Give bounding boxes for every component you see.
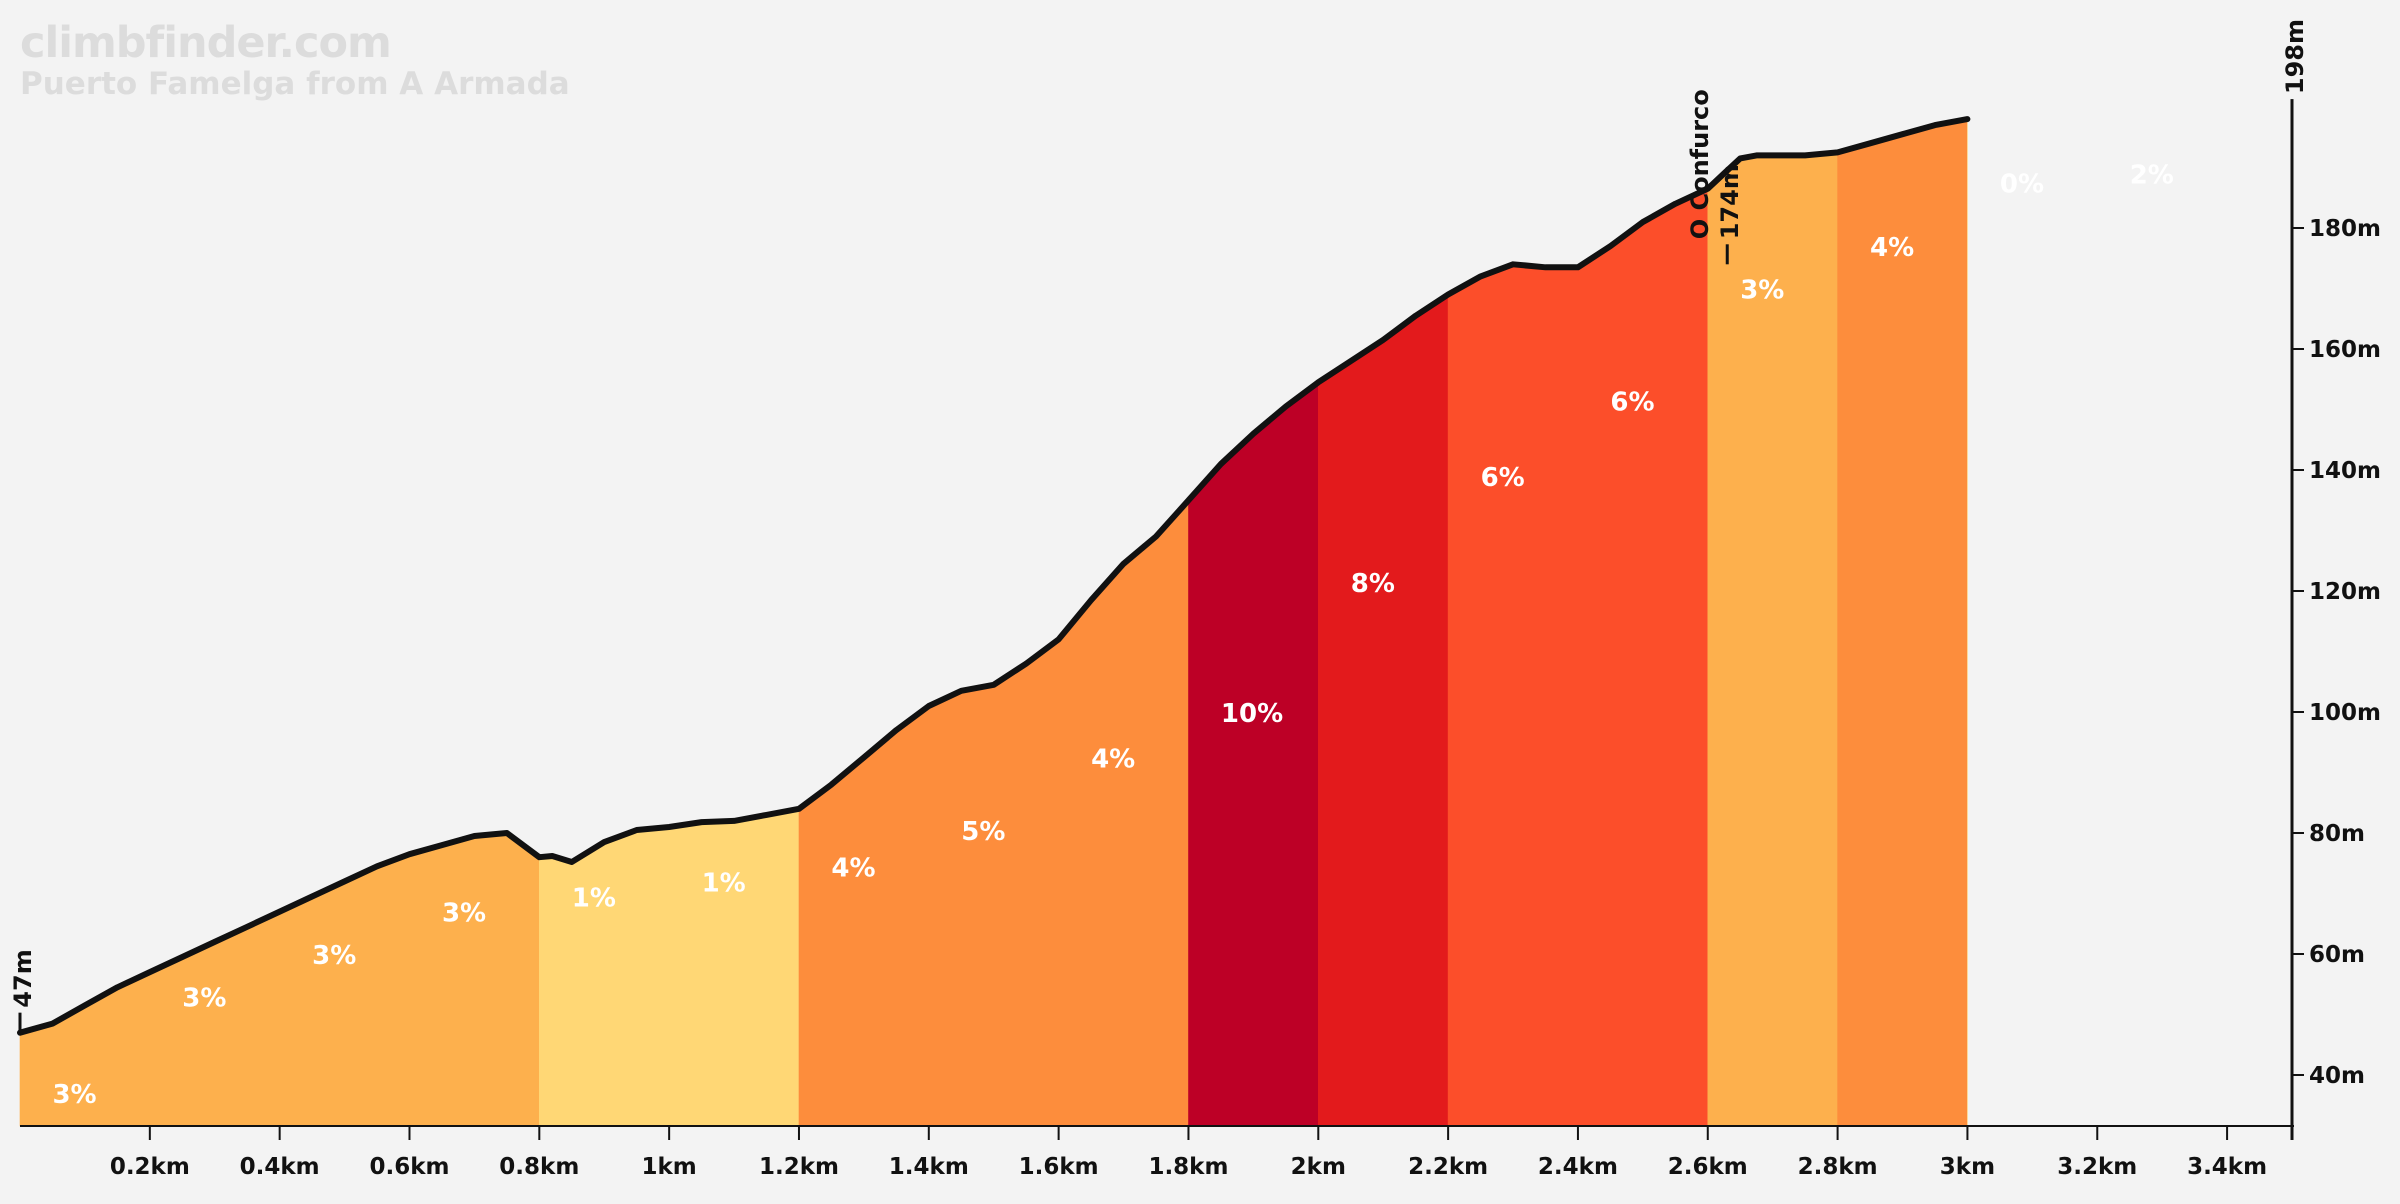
grade-label: 0% <box>2000 170 2044 200</box>
x-tick-label: 2km <box>1291 1154 1346 1180</box>
x-tick-label: 3km <box>1940 1154 1995 1180</box>
grade-label: 3% <box>442 899 486 929</box>
segment-5-fill <box>1447 188 1709 1127</box>
annotation-label: 198m <box>2281 19 2309 94</box>
x-tick-label: 2.8km <box>1798 1154 1878 1180</box>
x-tick-label: 1.4km <box>889 1154 969 1180</box>
segment-2-fill <box>798 499 1189 1127</box>
x-tick-label: 1.2km <box>759 1154 839 1180</box>
grade-label: 3% <box>312 941 356 971</box>
segment-3-fill <box>1188 381 1319 1127</box>
x-tick-label: 0.4km <box>240 1154 320 1180</box>
x-tick-label: 1.6km <box>1019 1154 1099 1180</box>
grade-label: 1% <box>702 868 746 898</box>
grade-label: 10% <box>1221 699 1283 729</box>
grade-label: 5% <box>961 817 1005 847</box>
profile-line <box>17 116 1971 1036</box>
grade-label: 2% <box>2130 161 2174 191</box>
grade-label: 3% <box>1740 276 1784 306</box>
x-tick-label: 3.2km <box>2057 1154 2137 1180</box>
segment-4-fill <box>1318 293 1449 1127</box>
x-tick-label: 1km <box>642 1154 697 1180</box>
grade-label: 3% <box>52 1080 96 1110</box>
segment-7-fill <box>1837 118 1968 1127</box>
grade-label: 6% <box>1610 387 1654 417</box>
y-tick-label: 180m <box>2309 216 2381 242</box>
grade-label: 3% <box>182 983 226 1013</box>
y-tick-label: 80m <box>2309 821 2365 847</box>
x-tick-label: 2.2km <box>1408 1154 1488 1180</box>
y-tick-label: 140m <box>2309 458 2381 484</box>
x-tick-label: 2.6km <box>1668 1154 1748 1180</box>
y-tick-label: 160m <box>2309 337 2381 363</box>
chart-title: Puerto Famelga from A Armada <box>20 66 570 102</box>
y-tick-label: 100m <box>2309 700 2381 726</box>
segment-0-fill <box>19 832 540 1127</box>
grade-label: 4% <box>831 853 875 883</box>
x-tick-label: 0.2km <box>110 1154 190 1180</box>
x-tick-label: 2.4km <box>1538 1154 1618 1180</box>
x-tick-label: 0.8km <box>499 1154 579 1180</box>
y-tick-label: 40m <box>2309 1063 2365 1089</box>
x-tick-label: 3.4km <box>2187 1154 2267 1180</box>
annotation-label: 174m <box>1716 164 1744 239</box>
annotation-label: O Confurco <box>1686 89 1714 239</box>
brand-watermark: climbfinder.com <box>20 18 392 68</box>
grade-label: 6% <box>1481 463 1525 493</box>
grade-label: 1% <box>572 884 616 914</box>
annotation-label: 47m <box>9 949 37 1007</box>
grade-label: 8% <box>1351 569 1395 599</box>
y-tick-label: 60m <box>2309 942 2365 968</box>
grade-label: 4% <box>1091 744 1135 774</box>
y-tick-label: 120m <box>2309 579 2381 605</box>
x-tick-label: 0.6km <box>369 1154 449 1180</box>
x-tick-label: 1.8km <box>1148 1154 1228 1180</box>
grade-label: 4% <box>1870 233 1914 263</box>
